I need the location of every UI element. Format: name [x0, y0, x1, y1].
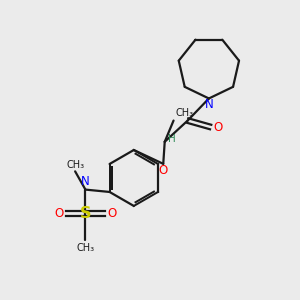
Text: N: N: [81, 175, 90, 188]
Text: O: O: [107, 207, 116, 220]
Text: CH₃: CH₃: [76, 243, 94, 253]
Text: CH₃: CH₃: [175, 108, 193, 118]
Text: O: O: [55, 207, 64, 220]
Text: CH₃: CH₃: [66, 160, 84, 170]
Text: S: S: [80, 206, 91, 221]
Text: N: N: [205, 98, 213, 112]
Text: O: O: [213, 121, 222, 134]
Text: O: O: [159, 164, 168, 177]
Text: H: H: [168, 134, 176, 144]
